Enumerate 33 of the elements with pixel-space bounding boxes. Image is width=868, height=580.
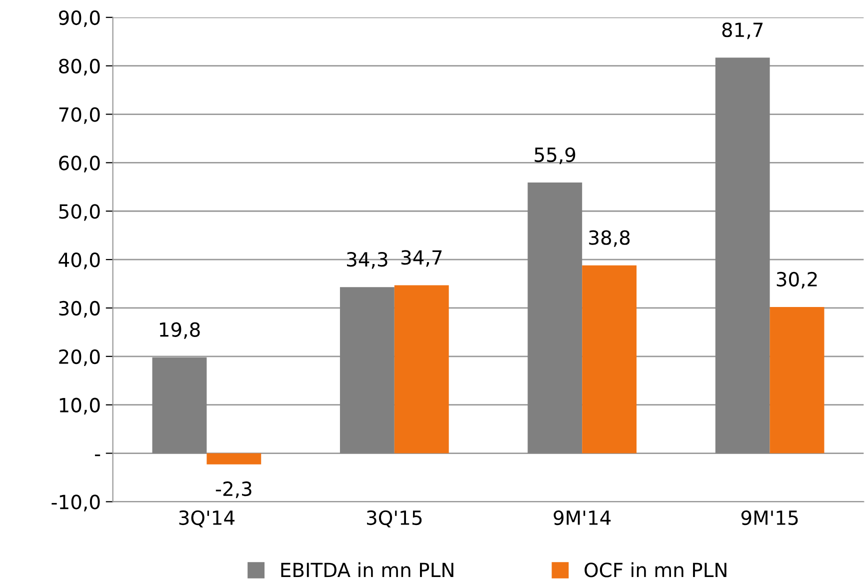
data-label: 34,7 [401, 250, 442, 267]
data-label: 81,7 [722, 22, 763, 40]
bar [152, 357, 207, 454]
x-tick-label: 9M'15 [741, 510, 798, 526]
bar [715, 58, 770, 454]
x-tick-label: 9M'14 [554, 510, 611, 526]
y-tick-label: 30,0 [59, 300, 100, 318]
bar [528, 182, 582, 454]
y-tick-label: 40,0 [58, 252, 100, 270]
bar [206, 453, 262, 464]
bar [770, 307, 824, 454]
x-tick-label: 3Q'15 [367, 510, 422, 528]
y-tick-label: 80,0 [59, 58, 100, 76]
y-tick-label: -10,0 [52, 494, 100, 512]
data-label: 30,2 [776, 272, 817, 289]
y-tick-label: 10,0 [60, 398, 100, 414]
data-label: 38,8 [589, 230, 630, 247]
y-tick-label: 50,0 [59, 204, 100, 221]
y-tick-label: 60,0 [59, 156, 100, 172]
bar [340, 287, 394, 454]
y-tick-label: 20,0 [59, 349, 100, 366]
legend-label: OCF in mn PLN [584, 562, 726, 578]
y-tick-label: 70,0 [59, 107, 100, 124]
bar [394, 285, 449, 454]
legend-label: EBITDA in mn PLN [281, 562, 454, 578]
data-label: -2,3 [216, 481, 252, 498]
x-tick-label: 3Q'14 [179, 510, 234, 528]
y-tick-label: 90,0 [58, 10, 100, 28]
data-label: 34,3 [347, 252, 388, 269]
bar [582, 265, 637, 454]
data-label: 55,9 [534, 147, 576, 164]
data-label: 19,8 [160, 322, 200, 339]
y-tick-label: - [94, 454, 100, 456]
